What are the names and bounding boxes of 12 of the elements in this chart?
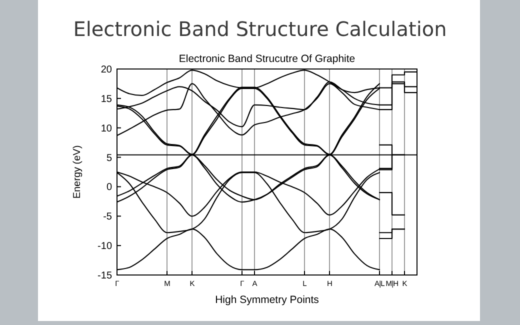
x-axis-title: High Symmetry Points [215,294,319,306]
y-tick-label: 20 [100,64,112,76]
y-axis-title: Energy (eV) [72,145,83,199]
y-tick-label: 5 [106,152,112,164]
y-tick-label: -15 [98,270,112,282]
y-tick-label: 0 [106,182,112,194]
chart-title: Electronic Band Structure Calculation [73,17,447,41]
y-tick-label: 15 [100,94,112,105]
chart-subtitle: Electronic Band Strucutre Of Graphite [178,53,356,65]
y-tick-label: 10 [100,123,112,134]
y-tick-label: -5 [103,212,112,223]
y-tick-label: -10 [98,241,112,252]
